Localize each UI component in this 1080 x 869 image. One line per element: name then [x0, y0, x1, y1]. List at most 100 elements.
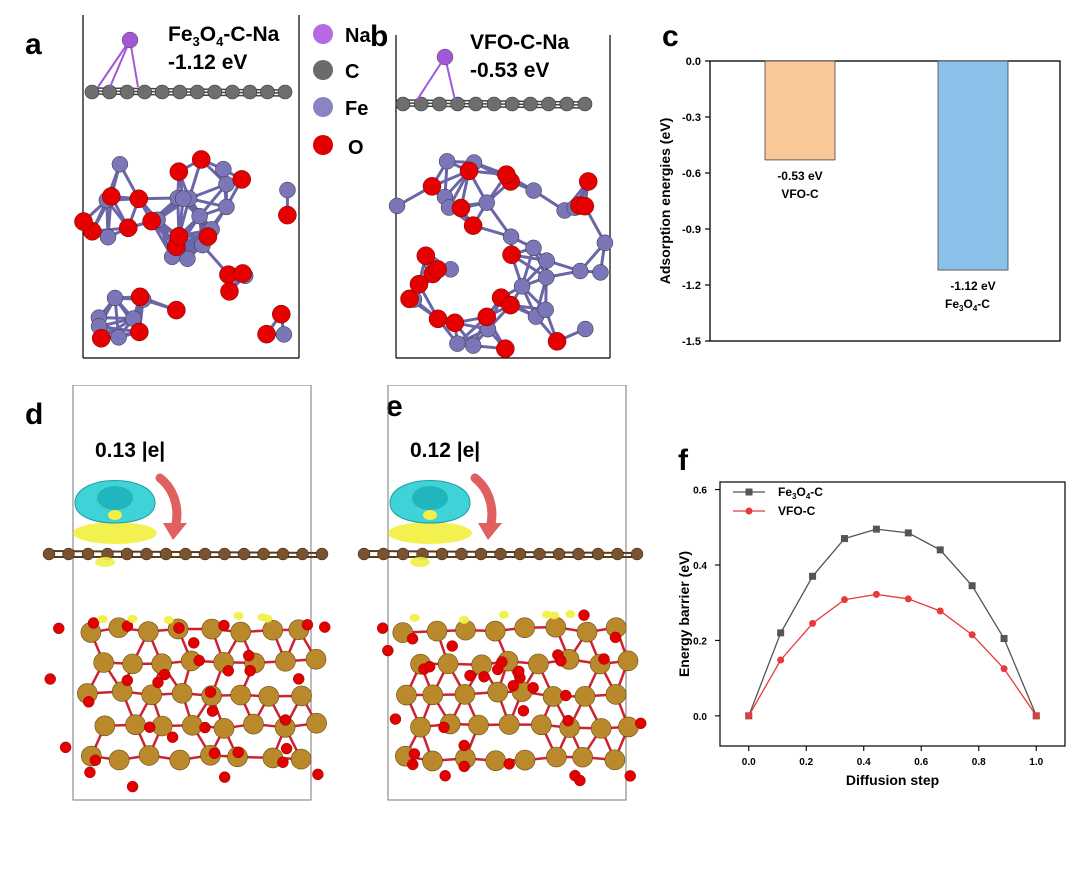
label-text: O — [963, 297, 972, 311]
graphene-layer — [395, 96, 593, 112]
carbon-atom — [577, 96, 593, 112]
carbon-atom — [198, 547, 212, 561]
na-c-bond — [109, 39, 131, 88]
carbon-atom — [377, 547, 390, 561]
charge-accumulation-lobe — [257, 613, 268, 622]
o-atom — [121, 674, 133, 687]
y-tick-label: 0.2 — [693, 636, 707, 647]
charge-accumulation-lobe — [409, 613, 420, 622]
o-atom — [477, 307, 496, 327]
o-atom — [59, 741, 72, 754]
o-atom — [464, 669, 476, 682]
fe-atom — [218, 175, 235, 193]
o-atom — [501, 295, 520, 315]
fe-atom — [618, 716, 639, 738]
fe-atom — [487, 681, 509, 703]
o-atom — [408, 748, 421, 760]
o-atom — [44, 673, 56, 685]
o-atom — [74, 212, 93, 231]
o-atom — [496, 339, 515, 358]
graphene-layer — [357, 547, 644, 561]
o-atom — [193, 654, 205, 667]
fe-atom — [572, 746, 593, 768]
x-tick-label: 0.2 — [799, 757, 813, 768]
o-atom — [624, 770, 636, 782]
o-atom — [503, 758, 515, 770]
o-atom — [458, 739, 470, 752]
carbon-atom — [450, 96, 465, 112]
fe-atom — [464, 337, 482, 354]
fe-atom — [110, 329, 127, 346]
fe-atom — [215, 160, 232, 178]
fe-atom — [478, 194, 495, 211]
carbon-atom — [413, 96, 429, 112]
fe-atom — [290, 748, 312, 770]
o-atom — [428, 260, 447, 279]
structure-b-title: VFO-C-Na — [470, 31, 570, 54]
charge-accumulation-lobe — [459, 615, 470, 624]
charge-accumulation-lobe — [423, 510, 437, 520]
o-atom — [517, 705, 530, 717]
carbon-atom — [432, 96, 447, 112]
legend-fe-label: Fe — [345, 98, 369, 120]
iron-oxide-slab — [44, 611, 331, 793]
fe-atom — [546, 746, 567, 768]
plot-frame — [709, 60, 1061, 342]
o-atom — [478, 671, 490, 683]
plot-frame — [719, 481, 1066, 747]
unit-cell-box — [72, 385, 312, 801]
o-atom — [445, 313, 465, 333]
fe-atom — [605, 684, 627, 705]
fe-atom — [513, 278, 531, 295]
fe-atom — [604, 749, 626, 771]
panel-letter-b: b — [370, 20, 389, 53]
label-text: -C — [810, 485, 823, 499]
fe-atom — [218, 198, 235, 216]
carbon-atom — [435, 547, 449, 561]
carbon-atom — [474, 547, 488, 561]
fe-atom — [454, 684, 476, 705]
o-atom — [389, 713, 402, 725]
o-atom — [233, 264, 252, 283]
fe-atom — [545, 616, 567, 638]
o-atom — [169, 227, 189, 246]
o-atom — [89, 754, 102, 766]
fe-atom — [230, 621, 252, 643]
o-atom — [312, 768, 324, 781]
o-atom — [319, 621, 331, 633]
carbon-atom — [119, 84, 135, 100]
legend-c-label: C — [345, 61, 360, 83]
carbon-atom — [611, 547, 624, 561]
fe-atom — [468, 714, 489, 736]
arrow-head — [478, 523, 502, 540]
o-atom — [191, 150, 211, 169]
fe-atom — [106, 289, 124, 307]
o-atom — [575, 196, 595, 216]
o-atom — [502, 245, 521, 264]
y-tick-label: -1.2 — [682, 280, 701, 292]
fe-atom — [485, 750, 506, 771]
carbon-atom — [357, 547, 371, 561]
carbon-atom — [257, 547, 270, 561]
charge-accumulation-lobe — [565, 610, 576, 619]
legend-c-swatch — [313, 60, 333, 80]
y-axis-title: Energy barrier (eV) — [676, 551, 692, 677]
data-point — [872, 525, 880, 533]
o-atom — [130, 322, 149, 342]
o-atom — [277, 756, 289, 768]
o-atom — [439, 770, 451, 782]
charge-transfer-d: 0.13 |e| — [95, 439, 166, 462]
carbon-atom — [276, 547, 290, 561]
o-atom — [152, 676, 164, 689]
o-atom — [232, 170, 252, 189]
o-atom — [257, 324, 276, 344]
fe-atom — [422, 750, 443, 772]
fe-atom — [213, 718, 235, 739]
data-point — [1000, 665, 1008, 673]
panel-letter-d: d — [25, 398, 44, 431]
na-adatom — [416, 48, 456, 101]
o-atom — [218, 771, 231, 783]
carbon-atom — [189, 84, 205, 100]
o-atom — [130, 287, 150, 307]
legend-marker — [745, 507, 753, 515]
